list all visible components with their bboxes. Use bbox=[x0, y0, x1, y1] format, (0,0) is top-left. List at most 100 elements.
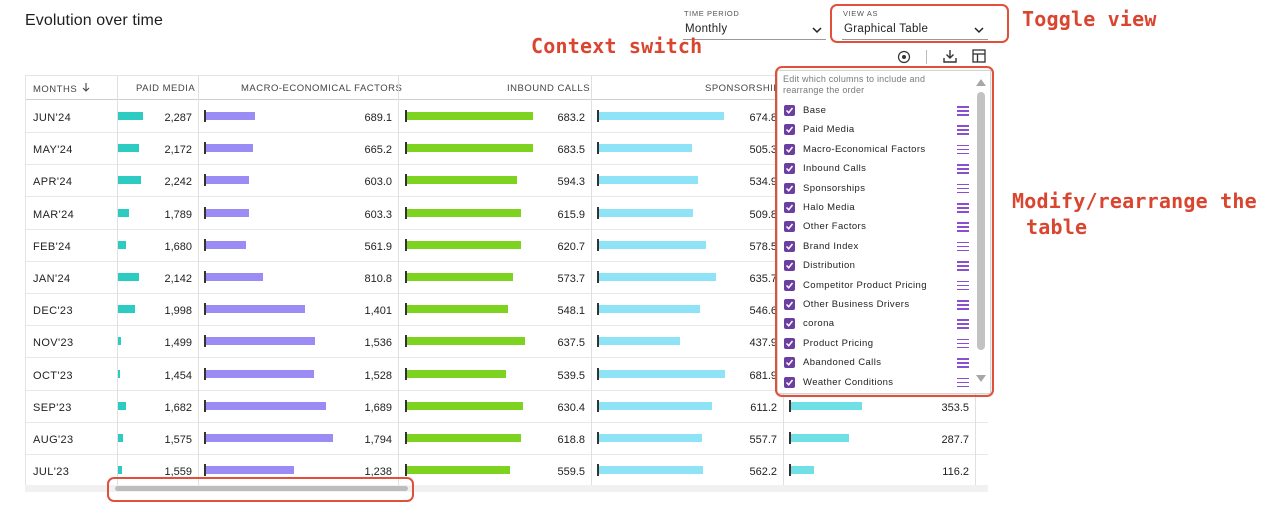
column-option[interactable]: Abandoned Calls bbox=[784, 354, 969, 373]
column-checkbox[interactable] bbox=[784, 376, 795, 388]
bar-baseline bbox=[405, 303, 407, 316]
horizontal-scroll-track[interactable] bbox=[25, 485, 988, 492]
download-icon[interactable] bbox=[941, 47, 959, 65]
col-header-macro[interactable]: MACRO-ECONOMICAL FACTORS bbox=[241, 83, 403, 94]
col-header-sponsorships[interactable]: SPONSORSHIPS bbox=[705, 83, 788, 94]
column-checkbox[interactable] bbox=[784, 221, 795, 233]
table-row: DEC'23 1,998 1,401 548.1 546.6 bbox=[26, 294, 988, 327]
view-as-select[interactable]: Graphical Table bbox=[842, 20, 988, 40]
drag-handle-icon[interactable] bbox=[957, 183, 969, 194]
table-columns-icon[interactable] bbox=[970, 47, 988, 65]
column-option-label: Product Pricing bbox=[803, 337, 874, 349]
drag-handle-icon[interactable] bbox=[957, 144, 969, 155]
column-option-label: Other Business Drivers bbox=[803, 299, 910, 310]
macro-bar bbox=[206, 305, 306, 314]
sponsorships-value: 505.3 bbox=[749, 144, 777, 157]
column-option[interactable]: Competitor Product Pricing bbox=[784, 277, 969, 296]
sponsorships-value: 534.9 bbox=[749, 176, 777, 189]
paid-media-value: 1,575 bbox=[164, 434, 192, 446]
drag-handle-icon[interactable] bbox=[957, 203, 969, 213]
drag-handle-icon[interactable] bbox=[957, 106, 969, 116]
column-checkbox[interactable] bbox=[784, 279, 795, 291]
sponsorships-bar bbox=[599, 208, 694, 217]
table-row: NOV'23 1,499 1,536 637.5 437.9 bbox=[26, 326, 988, 359]
column-checkbox[interactable] bbox=[784, 318, 795, 330]
column-option[interactable]: corona bbox=[784, 315, 969, 334]
bar-baseline bbox=[789, 432, 791, 444]
column-checkbox[interactable] bbox=[784, 337, 795, 349]
scroll-down-icon[interactable] bbox=[976, 375, 986, 382]
next-column-value: 353.5 bbox=[941, 401, 969, 414]
col-header-months[interactable]: MONTHS bbox=[33, 83, 90, 95]
bar-baseline bbox=[204, 271, 206, 283]
next-column-value: 287.7 bbox=[941, 434, 969, 446]
column-option[interactable]: Base bbox=[784, 102, 969, 121]
time-period-select[interactable]: Monthly bbox=[683, 20, 826, 40]
column-option[interactable]: Weather Conditions bbox=[784, 374, 969, 393]
paid-media-value: 1,499 bbox=[164, 337, 192, 350]
column-option[interactable]: Inbound Calls bbox=[784, 160, 969, 179]
table-row: JAN'24 2,142 810.8 573.7 635.7 bbox=[26, 262, 988, 294]
column-option[interactable]: Halo Media bbox=[784, 199, 969, 218]
column-divider bbox=[591, 76, 592, 492]
inbound-calls-value: 548.1 bbox=[557, 305, 585, 318]
drag-handle-icon[interactable] bbox=[957, 261, 969, 271]
drag-handle-icon[interactable] bbox=[957, 280, 969, 291]
col-header-paid-media[interactable]: PAID MEDIA bbox=[136, 83, 196, 94]
macro-value: 1,528 bbox=[364, 369, 392, 382]
column-option[interactable]: Product Pricing bbox=[784, 335, 969, 354]
column-option[interactable]: Other Business Drivers bbox=[784, 296, 969, 315]
bar-baseline bbox=[204, 174, 206, 187]
drag-handle-icon[interactable] bbox=[957, 377, 969, 388]
scroll-up-icon[interactable] bbox=[976, 79, 986, 86]
drag-handle-icon[interactable] bbox=[957, 222, 969, 232]
column-option[interactable]: Sponsorships bbox=[784, 180, 969, 199]
column-option[interactable]: Macro-Economical Factors bbox=[784, 141, 969, 160]
bar-baseline bbox=[597, 367, 599, 380]
month-cell: JUN'24 bbox=[33, 112, 72, 124]
column-checkbox[interactable] bbox=[784, 124, 795, 136]
drag-handle-icon[interactable] bbox=[957, 125, 969, 135]
column-option[interactable]: Distribution bbox=[784, 257, 969, 276]
graphical-table: MONTHS PAID MEDIA MACRO-ECONOMICAL FACTO… bbox=[25, 75, 988, 492]
sponsorships-bar bbox=[599, 240, 706, 249]
paid-media-bar bbox=[118, 144, 140, 153]
column-checkbox[interactable] bbox=[784, 105, 795, 116]
drag-handle-icon[interactable] bbox=[957, 319, 969, 329]
sponsorships-bar bbox=[599, 144, 693, 153]
column-checkbox[interactable] bbox=[784, 260, 795, 272]
column-checkbox[interactable] bbox=[784, 299, 795, 310]
context-switch-icon[interactable] bbox=[895, 48, 913, 66]
paid-media-bar bbox=[118, 305, 135, 314]
column-option[interactable]: Brand Index bbox=[784, 238, 969, 257]
drag-handle-icon[interactable] bbox=[957, 300, 969, 310]
column-checkbox[interactable] bbox=[784, 240, 795, 252]
drag-handle-icon[interactable] bbox=[957, 241, 969, 252]
time-period-value: Monthly bbox=[685, 23, 728, 35]
bar-baseline bbox=[405, 238, 407, 251]
col-header-inbound-calls[interactable]: INBOUND CALLS bbox=[507, 83, 591, 94]
drag-handle-icon[interactable] bbox=[957, 358, 969, 368]
column-option[interactable]: Paid Media bbox=[784, 121, 969, 140]
month-cell: JUL'23 bbox=[33, 466, 70, 479]
column-checkbox[interactable] bbox=[784, 202, 795, 213]
next-column-bar bbox=[791, 466, 815, 475]
inbound-calls-value: 630.4 bbox=[557, 401, 585, 414]
paid-media-value: 1,559 bbox=[164, 466, 192, 479]
paid-media-bar bbox=[118, 240, 126, 249]
column-checkbox[interactable] bbox=[784, 163, 795, 175]
paid-media-bar bbox=[118, 273, 139, 281]
column-checkbox[interactable] bbox=[784, 182, 795, 194]
modify-table-highlight bbox=[775, 66, 994, 397]
bar-baseline bbox=[597, 110, 599, 122]
bar-baseline bbox=[597, 142, 599, 155]
drag-handle-icon[interactable] bbox=[957, 338, 969, 349]
column-checkbox[interactable] bbox=[784, 143, 795, 155]
sponsorships-bar bbox=[599, 305, 700, 314]
paid-media-value: 1,998 bbox=[164, 305, 192, 318]
drag-handle-icon[interactable] bbox=[957, 164, 969, 174]
horizontal-scrollbar[interactable] bbox=[115, 486, 408, 491]
column-option[interactable]: Other Factors bbox=[784, 218, 969, 237]
column-list-scrollbar[interactable] bbox=[977, 92, 985, 350]
column-checkbox[interactable] bbox=[784, 357, 795, 369]
